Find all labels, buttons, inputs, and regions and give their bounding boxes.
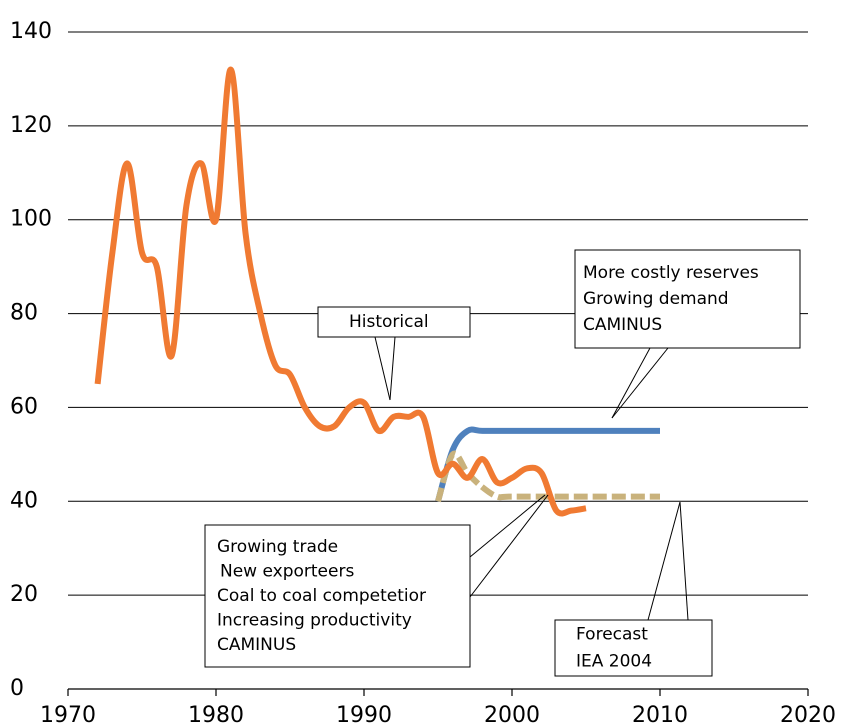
y-tick-label: 140 xyxy=(10,19,52,44)
y-tick-label: 20 xyxy=(10,582,38,607)
x-tick-label: 1970 xyxy=(40,703,96,727)
annotation-pointer xyxy=(611,347,669,419)
y-tick-label: 60 xyxy=(10,394,38,419)
annotation-pointer xyxy=(374,336,391,401)
annotation-text: More costly reserves xyxy=(583,263,759,283)
annotation-text: Historical xyxy=(349,312,429,332)
y-tick-label: 100 xyxy=(10,207,52,232)
annotation-text: Increasing productivity xyxy=(217,611,412,631)
annotation-pointer xyxy=(611,347,651,419)
x-tick-label: 2000 xyxy=(484,703,540,727)
x-tick-label: 1980 xyxy=(188,703,244,727)
annotation-text: CAMINUS xyxy=(583,315,662,335)
annotation-pointer xyxy=(679,501,689,621)
line-series xyxy=(435,450,660,503)
x-tick-label: 2010 xyxy=(632,703,688,727)
line-series xyxy=(435,426,660,503)
annotation-pointer xyxy=(389,336,396,401)
annotation-box xyxy=(574,249,801,349)
annotation-text: New exporteers xyxy=(220,562,354,582)
annotation-text: Growing trade xyxy=(217,537,338,557)
annotation-box xyxy=(554,619,713,677)
y-tick-label: 120 xyxy=(10,113,52,138)
annotation-pointer xyxy=(647,501,681,621)
annotation-pointer xyxy=(469,494,546,558)
annotation-text: Coal to coal competetior xyxy=(217,586,426,606)
y-tick-label: 80 xyxy=(10,301,38,326)
x-tick-label: 2020 xyxy=(780,703,836,727)
y-tick-label: 40 xyxy=(10,488,38,513)
annotation-box xyxy=(317,306,471,338)
annotation-pointer xyxy=(469,494,549,598)
line-series xyxy=(94,66,587,517)
x-tick-label: 1990 xyxy=(336,703,392,727)
annotation-box xyxy=(204,524,471,668)
annotation-text: Growing demand xyxy=(583,289,729,309)
annotation-text: Forecast xyxy=(576,625,648,645)
y-tick-label: 0 xyxy=(10,676,24,701)
annotation-text: CAMINUS xyxy=(217,635,296,655)
annotation-text: IEA 2004 xyxy=(576,652,652,672)
